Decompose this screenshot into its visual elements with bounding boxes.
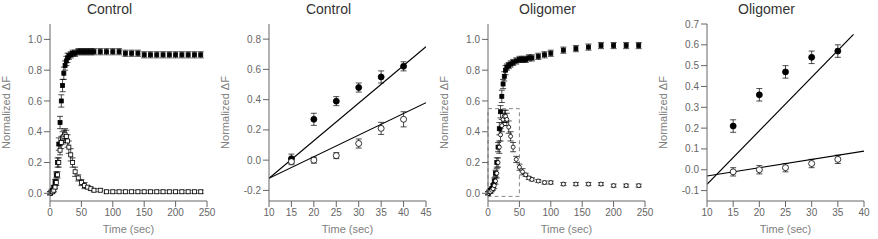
svg-text:Time (sec): Time (sec) <box>541 223 593 235</box>
html-text:Control: Control <box>86 1 133 17</box>
svg-text:50: 50 <box>514 207 526 218</box>
svg-text:150: 150 <box>136 207 153 218</box>
html-text:Oligomer: Oligomer <box>738 1 795 17</box>
svg-text:25: 25 <box>331 207 343 218</box>
svg-text:0.8: 0.8 <box>466 65 480 76</box>
svg-text:-0.2: -0.2 <box>244 185 262 196</box>
svg-text:0.4: 0.4 <box>685 81 699 92</box>
svg-text:Normalized ΔF: Normalized ΔF <box>438 76 450 149</box>
svg-text:0.4: 0.4 <box>28 126 42 137</box>
svg-text:0.8: 0.8 <box>247 34 261 45</box>
svg-text:0.8: 0.8 <box>28 65 42 76</box>
svg-text:20: 20 <box>308 207 320 218</box>
svg-text:0.4: 0.4 <box>247 94 261 105</box>
svg-text:Normalized ΔF: Normalized ΔF <box>657 76 669 149</box>
svg-text:1.0: 1.0 <box>28 34 42 45</box>
svg-text:30: 30 <box>353 207 365 218</box>
svg-text:Time (sec): Time (sec) <box>322 223 374 235</box>
svg-text:0.1: 0.1 <box>685 143 699 154</box>
svg-text:0.2: 0.2 <box>28 157 42 168</box>
svg-text:0.4: 0.4 <box>466 126 480 137</box>
svg-text:0.2: 0.2 <box>247 124 261 135</box>
svg-text:30: 30 <box>806 207 818 218</box>
svg-text:40: 40 <box>858 207 870 218</box>
svg-text:Time (sec): Time (sec) <box>760 223 812 235</box>
svg-text:0.6: 0.6 <box>28 96 42 107</box>
svg-text:35: 35 <box>376 207 388 218</box>
svg-text:35: 35 <box>832 207 844 218</box>
svg-text:0.2: 0.2 <box>685 123 699 134</box>
svg-text:15: 15 <box>728 207 740 218</box>
svg-text:25: 25 <box>780 207 792 218</box>
svg-text:100: 100 <box>542 207 559 218</box>
svg-text:20: 20 <box>754 207 766 218</box>
svg-text:0.6: 0.6 <box>685 39 699 50</box>
svg-text:0.0: 0.0 <box>466 188 480 199</box>
svg-text:150: 150 <box>574 207 591 218</box>
svg-text:50: 50 <box>76 207 88 218</box>
svg-text:0: 0 <box>47 207 53 218</box>
svg-text:40: 40 <box>398 207 410 218</box>
svg-text:15: 15 <box>286 207 298 218</box>
svg-text:0.0: 0.0 <box>685 164 699 175</box>
svg-text:0.2: 0.2 <box>466 157 480 168</box>
svg-text:Time (sec): Time (sec) <box>103 223 155 235</box>
svg-text:0: 0 <box>485 207 491 218</box>
svg-text:100: 100 <box>104 207 121 218</box>
svg-text:0.0: 0.0 <box>28 188 42 199</box>
svg-text:250: 250 <box>199 207 216 218</box>
svg-text:0.6: 0.6 <box>247 64 261 75</box>
svg-text:0.7: 0.7 <box>685 19 699 30</box>
svg-text:0.0: 0.0 <box>247 155 261 166</box>
svg-text:Normalized ΔF: Normalized ΔF <box>8 76 12 149</box>
svg-text:10: 10 <box>263 207 275 218</box>
svg-text:Normalized ΔF: Normalized ΔF <box>219 76 231 149</box>
html-text:Control: Control <box>305 1 352 17</box>
svg-text:200: 200 <box>167 207 184 218</box>
svg-text:0.6: 0.6 <box>466 96 480 107</box>
svg-text:250: 250 <box>637 207 654 218</box>
html-text:Oligomer: Oligomer <box>519 1 576 17</box>
svg-text:45: 45 <box>420 207 432 218</box>
svg-text:10: 10 <box>701 207 713 218</box>
svg-text:200: 200 <box>605 207 622 218</box>
svg-text:1.0: 1.0 <box>466 34 480 45</box>
svg-text:-0.1: -0.1 <box>682 185 700 196</box>
svg-text:0.3: 0.3 <box>685 102 699 113</box>
svg-text:0.5: 0.5 <box>685 60 699 71</box>
